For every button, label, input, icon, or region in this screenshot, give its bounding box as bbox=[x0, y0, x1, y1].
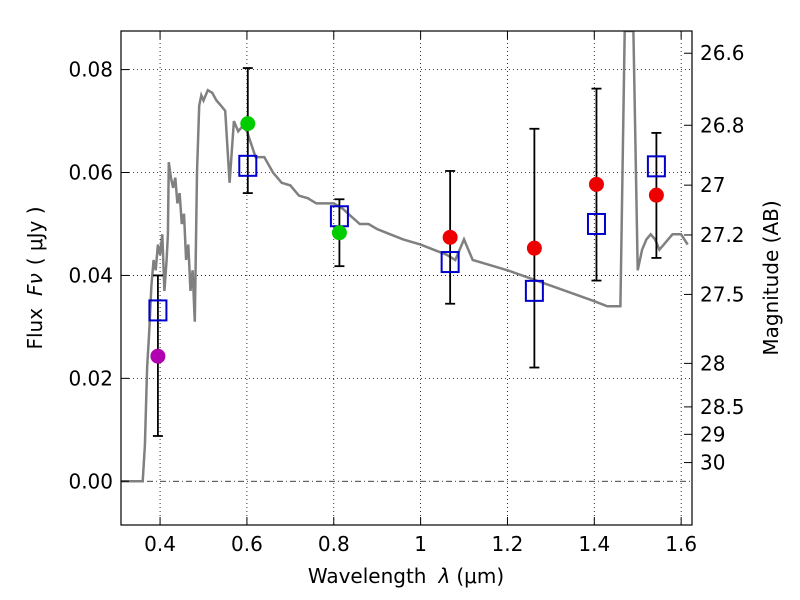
magnitude-tick-label: 28 bbox=[700, 351, 725, 375]
x-tick-label: 0.4 bbox=[144, 532, 176, 556]
model-flux-square bbox=[524, 279, 544, 302]
y2-axis-label: Magnitude (AB) bbox=[759, 200, 783, 355]
sed-curve bbox=[121, 31, 689, 483]
observed-flux-point bbox=[331, 225, 347, 241]
y-tick-label: 0.04 bbox=[68, 263, 113, 287]
magnitude-tick-label: 28.5 bbox=[700, 395, 745, 419]
model-flux-square bbox=[646, 155, 666, 178]
x-axis-label: Wavelength λ (μm) bbox=[308, 564, 504, 588]
magnitude-tick-label: 29 bbox=[700, 422, 725, 446]
sed-curve-layer bbox=[121, 31, 689, 483]
x-tick-label: 0.6 bbox=[231, 532, 263, 556]
magnitude-tick-label: 30 bbox=[700, 451, 725, 475]
grid-layer bbox=[121, 31, 692, 525]
magnitude-tick-label: 26.6 bbox=[700, 41, 745, 65]
magnitude-tick-label: 26.8 bbox=[700, 113, 745, 137]
model-flux-square bbox=[586, 212, 606, 235]
observed-flux-point bbox=[648, 187, 664, 203]
y-tick-label: 0.08 bbox=[68, 58, 113, 82]
model-flux-square bbox=[440, 251, 460, 274]
observed-flux-point bbox=[588, 176, 604, 192]
magnitude-tick-label: 27.2 bbox=[700, 223, 745, 247]
x-tick-label: 0.8 bbox=[318, 532, 350, 556]
y-tick-label: 0.00 bbox=[68, 469, 113, 493]
observed-flux-point bbox=[150, 348, 166, 364]
observed-point-layer bbox=[150, 116, 664, 364]
y-tick-label: 0.02 bbox=[68, 366, 113, 390]
model-flux-square bbox=[238, 154, 258, 177]
tick-layer: 0.4 0.6 0.8 1 1.2 1.4 1.6 0.00 0.02 0.04 0.06 0.08 2… bbox=[68, 31, 745, 556]
plot-frame bbox=[120, 30, 693, 526]
observed-flux-point bbox=[442, 229, 458, 245]
x-tick-label: 1.6 bbox=[665, 532, 697, 556]
x-tick-label: 1.2 bbox=[492, 532, 524, 556]
x-tick-label: 1 bbox=[414, 532, 427, 556]
error-bar-layer bbox=[152, 67, 662, 437]
y-axis-label: FluxFν( μJy ) bbox=[23, 206, 47, 349]
model-flux-square bbox=[148, 299, 168, 322]
magnitude-tick-label: 27.5 bbox=[700, 282, 745, 306]
observed-flux-point bbox=[526, 240, 542, 256]
magnitude-tick-label: 27 bbox=[700, 173, 725, 197]
y-tick-label: 0.06 bbox=[68, 161, 113, 185]
observed-flux-point bbox=[240, 116, 256, 132]
x-tick-label: 1.4 bbox=[578, 532, 610, 556]
model-point-layer bbox=[148, 154, 666, 322]
